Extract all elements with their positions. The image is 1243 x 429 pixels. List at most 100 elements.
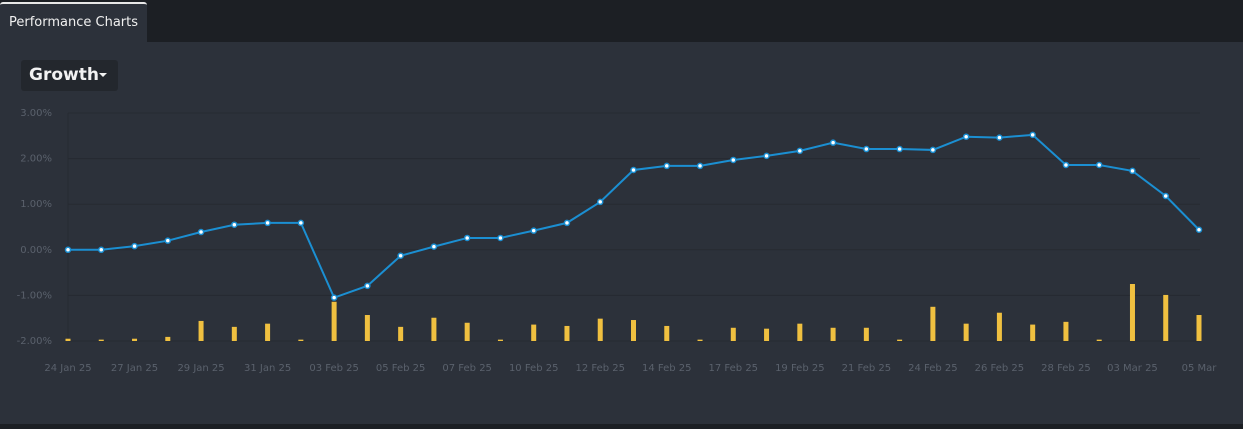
x-tick-label: 07 Feb 25 (442, 363, 492, 374)
bar (531, 324, 537, 341)
point (696, 162, 704, 170)
bar (497, 339, 503, 341)
bar (963, 323, 969, 341)
x-tick-label: 19 Feb 25 (775, 363, 825, 374)
bar (1196, 315, 1202, 341)
bar (830, 327, 836, 341)
x-tick-label: 21 Feb 25 (842, 363, 892, 374)
point (98, 246, 105, 254)
point (430, 243, 438, 250)
point (330, 294, 338, 301)
y-tick-label: 2.00% (20, 154, 52, 165)
dropdown-label: Growth (29, 65, 99, 85)
x-tick-label: 28 Feb 25 (1041, 363, 1091, 374)
bar (863, 327, 869, 341)
bar (564, 325, 570, 341)
x-tick-label: 03 Mar 25 (1107, 363, 1158, 374)
x-tick-label: 14 Feb 25 (642, 363, 692, 374)
point (929, 146, 937, 154)
bar (331, 301, 337, 341)
bar (730, 327, 736, 341)
bar (631, 320, 636, 341)
bar (930, 306, 936, 341)
point (863, 145, 870, 153)
x-tick-label: 27 Jan 25 (111, 363, 158, 374)
x-tick-label: 24 Feb 25 (908, 363, 958, 374)
point (829, 139, 837, 146)
point (596, 198, 604, 206)
x-tick-label: 12 Feb 25 (575, 363, 625, 374)
point (663, 162, 671, 170)
point (197, 228, 205, 236)
bar (431, 317, 437, 341)
point (131, 242, 138, 250)
line (68, 133, 1200, 299)
y-tick-label: 3.00% (20, 108, 52, 119)
bar (996, 312, 1002, 341)
bottom-bar (0, 424, 1243, 429)
point (1195, 226, 1203, 233)
point (996, 134, 1003, 141)
y-tick-label: -2.00% (17, 336, 52, 347)
point (730, 156, 737, 164)
point (1029, 131, 1036, 139)
point (1129, 167, 1136, 175)
point (563, 219, 571, 227)
point (896, 145, 903, 153)
point (962, 133, 970, 140)
point (630, 166, 637, 174)
point (164, 237, 172, 244)
bar (1030, 324, 1036, 341)
bar (65, 338, 71, 341)
bar (1129, 284, 1135, 341)
point (796, 147, 804, 155)
bar (98, 339, 104, 341)
bar (897, 339, 903, 341)
bar (597, 318, 603, 341)
bar (231, 326, 237, 341)
bar (165, 336, 171, 341)
bar (198, 320, 204, 341)
point (463, 234, 471, 242)
bar (364, 315, 370, 341)
x-tick-label: 05 Feb 25 (376, 363, 426, 374)
point (64, 246, 72, 254)
bar (1163, 294, 1169, 341)
point (1162, 192, 1169, 200)
point (530, 227, 537, 234)
bar (764, 328, 770, 341)
bar (398, 326, 404, 341)
point (1062, 161, 1070, 169)
bar (1063, 321, 1069, 341)
point (497, 234, 504, 242)
bar (697, 339, 703, 341)
point (297, 219, 305, 227)
x-tick-label: 26 Feb 25 (975, 363, 1025, 374)
bar (464, 322, 470, 341)
y-tick-label: -1.00% (17, 290, 52, 301)
dropdown[interactable]: Growth (21, 60, 118, 91)
tab[interactable]: Performance Charts (0, 2, 147, 42)
point (231, 221, 238, 228)
bar (797, 323, 803, 341)
point (364, 282, 371, 290)
point (264, 219, 271, 227)
x-tick-label: 10 Feb 25 (509, 363, 559, 374)
bar (265, 323, 271, 341)
x-tick-label: 29 Jan 25 (177, 363, 224, 374)
bar (664, 325, 670, 341)
y-tick-label: 0.00% (20, 245, 52, 256)
caret (99, 73, 107, 77)
bar (132, 338, 138, 341)
point (1095, 161, 1103, 169)
bar (1096, 339, 1102, 341)
top-bar (0, 0, 1243, 42)
x-tick-label: 05 Mar (1182, 363, 1218, 374)
point (397, 252, 404, 259)
x-tick-label: 03 Feb 25 (309, 363, 359, 374)
x-tick-label: 24 Jan 25 (44, 363, 91, 374)
x-tick-label: 31 Jan 25 (244, 363, 291, 374)
x-tick-label: 17 Feb 25 (709, 363, 759, 374)
